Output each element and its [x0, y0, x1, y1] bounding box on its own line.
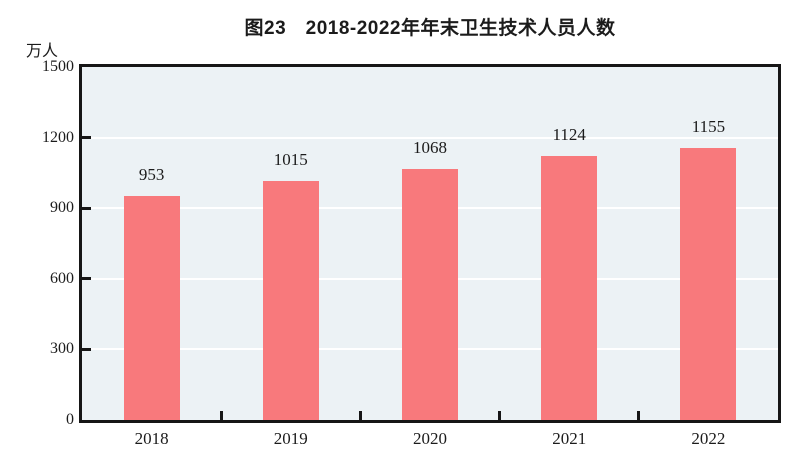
- y-axis-tick: [82, 206, 91, 210]
- x-axis-label: 2019: [273, 429, 308, 448]
- y-axis-tick: [82, 277, 91, 281]
- bar-2020: [402, 168, 458, 420]
- x-axis-label: 2022: [691, 429, 726, 448]
- chart-title: 图23 2018-2022年年末卫生技术人员人数: [244, 18, 616, 39]
- x-axis-label: 2018: [134, 429, 169, 448]
- y-axis-label: 600: [50, 269, 74, 287]
- y-axis-tick: [82, 347, 91, 351]
- x-axis-label: 2021: [552, 429, 587, 448]
- bar-value-label: 953: [138, 164, 165, 184]
- x-axis-tick: [219, 411, 223, 420]
- y-axis-label: 0: [66, 411, 74, 428]
- bar-2018: [123, 195, 180, 420]
- bar-value-label: 1015: [273, 150, 308, 170]
- gridline: [82, 136, 778, 139]
- plot-area: 953 1015 1068 1124 1155: [79, 64, 781, 423]
- bar-2021: [541, 155, 598, 420]
- bar-value-label: 1155: [691, 117, 726, 137]
- y-axis-label: 900: [50, 199, 74, 217]
- y-axis-label: 1500: [42, 58, 74, 75]
- bar-2019: [262, 181, 319, 420]
- bar-value-label: 1068: [413, 137, 447, 157]
- y-axis-unit-label: 万人: [26, 43, 59, 60]
- y-axis-label: 300: [50, 340, 74, 358]
- x-axis-label: 2020: [413, 429, 447, 448]
- y-axis-label: 1200: [42, 128, 74, 146]
- bar-value-label: 1124: [552, 124, 586, 144]
- y-axis-tick: [82, 136, 91, 140]
- x-axis-tick: [637, 411, 641, 420]
- x-axis-tick: [358, 411, 362, 420]
- bar-2022: [680, 148, 737, 420]
- x-axis-tick: [498, 411, 502, 420]
